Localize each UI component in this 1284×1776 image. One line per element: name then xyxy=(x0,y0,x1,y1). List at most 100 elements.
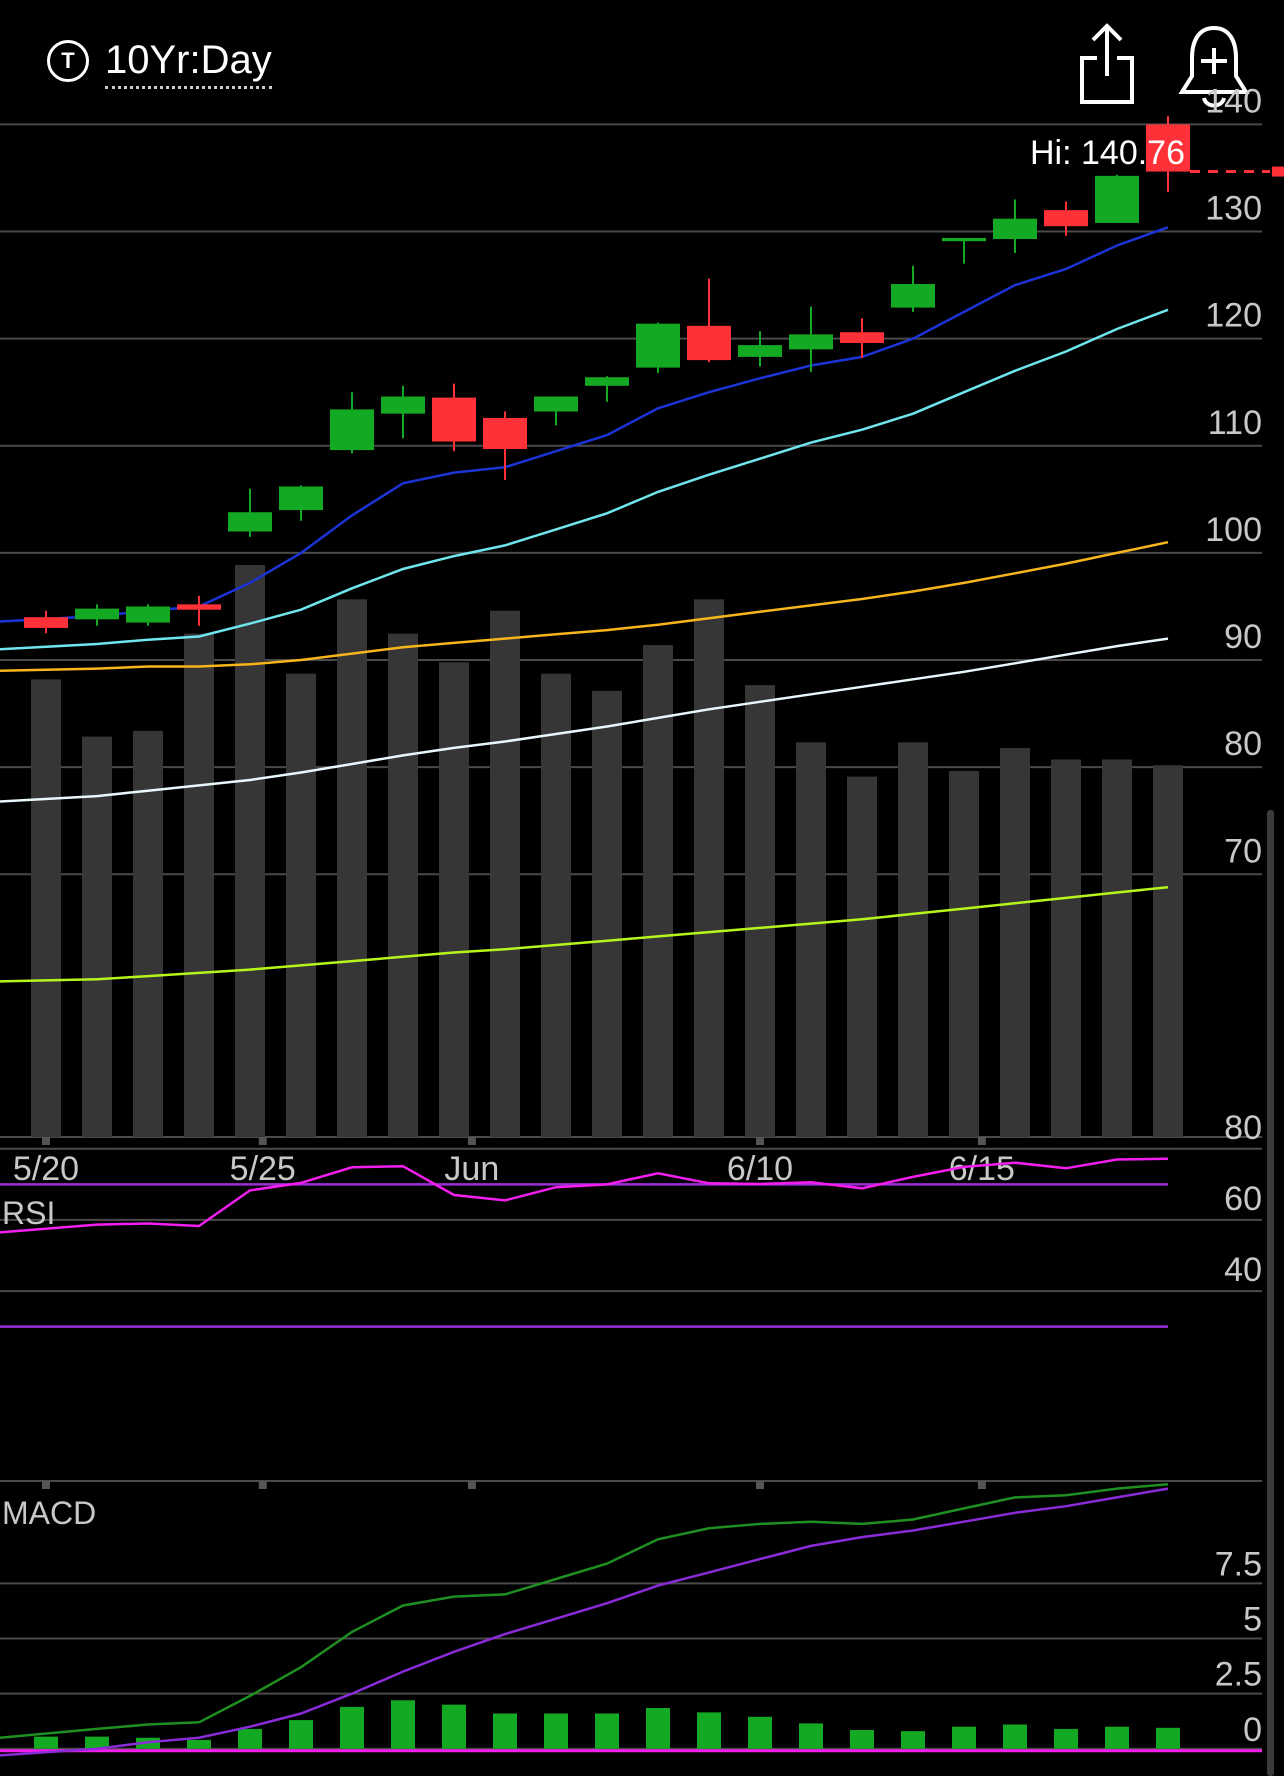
date-tick-mark xyxy=(258,1137,267,1145)
candle-body xyxy=(126,606,170,623)
macd-histogram-bar xyxy=(187,1739,211,1749)
candle-body xyxy=(1146,124,1190,172)
macd-histogram-bar xyxy=(697,1712,721,1749)
volume-bar xyxy=(949,770,979,1137)
candle-body xyxy=(1095,175,1139,223)
macd-histogram-bar xyxy=(1054,1728,1078,1749)
macd-tick-label: 7.5 xyxy=(1215,1545,1262,1583)
candle-body xyxy=(228,512,272,532)
macd-histogram-bar xyxy=(1003,1724,1027,1749)
volume-bar xyxy=(82,736,112,1137)
price-tick-label: 110 xyxy=(1208,404,1262,442)
macd-panel-label: MACD xyxy=(2,1495,96,1531)
volume-bar xyxy=(184,633,214,1137)
volume-bar xyxy=(745,685,775,1137)
volume-bar xyxy=(796,742,826,1137)
macd-histogram-bar xyxy=(493,1713,517,1749)
price-tick-label: 80 xyxy=(1224,725,1262,763)
candle-body xyxy=(330,409,374,451)
share-button[interactable] xyxy=(1065,20,1149,110)
moving-average-line-ma5 xyxy=(0,885,1169,983)
volume-bar xyxy=(337,599,367,1137)
candle-body xyxy=(840,332,884,343)
rsi-date-tick-mark xyxy=(42,1481,50,1489)
volume-bar xyxy=(286,673,316,1137)
volume-bar xyxy=(898,742,928,1137)
macd-histogram-bar xyxy=(850,1730,874,1749)
price-tick-label: 90 xyxy=(1224,618,1262,656)
candle-body xyxy=(24,617,68,628)
chart-title[interactable]: 10Yr:Day xyxy=(105,36,272,89)
last-price-marker xyxy=(1272,166,1284,177)
symbol-type-icon[interactable]: T xyxy=(47,40,89,82)
macd-tick-label: 2.5 xyxy=(1215,1656,1262,1694)
volume-bar xyxy=(1102,759,1132,1137)
date-tick-label: 6/15 xyxy=(949,1150,1015,1188)
rsi-panel-label: RSI xyxy=(2,1195,55,1231)
macd-line xyxy=(0,1482,1169,1739)
date-tick-mark xyxy=(42,1137,50,1145)
volume-bar xyxy=(388,633,418,1137)
macd-tick-label: 5 xyxy=(1243,1601,1262,1639)
volume-bar xyxy=(490,610,520,1137)
volume-bar xyxy=(31,679,61,1137)
moving-average-line-ma1 xyxy=(0,226,1169,623)
volume-bar xyxy=(847,776,877,1137)
rsi-date-tick-mark xyxy=(977,1481,986,1489)
macd-histogram-bar xyxy=(748,1716,772,1749)
candle-body xyxy=(585,377,629,386)
moving-average-line-ma3 xyxy=(0,540,1169,673)
price-tick-label: 120 xyxy=(1205,297,1262,335)
rsi-tick-label: 60 xyxy=(1224,1180,1262,1218)
date-tick-label: 5/20 xyxy=(13,1150,79,1188)
date-tick-label: 6/10 xyxy=(727,1150,793,1188)
macd-histogram-bar xyxy=(391,1700,415,1749)
volume-bar xyxy=(1051,759,1081,1137)
price-tick-label: 100 xyxy=(1205,511,1262,549)
date-tick-label: 5/25 xyxy=(230,1150,296,1188)
volume-bar xyxy=(1153,765,1183,1137)
macd-histogram-bar xyxy=(340,1706,364,1749)
rsi-date-tick-mark xyxy=(467,1481,476,1489)
moving-average-line-ma2 xyxy=(0,308,1169,651)
candle-body xyxy=(279,486,323,511)
candle-body xyxy=(687,325,731,361)
add-alert-button[interactable] xyxy=(1172,20,1256,110)
candle-body xyxy=(483,417,527,450)
candle-body xyxy=(789,334,833,350)
rsi-tick-label: 40 xyxy=(1224,1251,1262,1289)
volume-bar xyxy=(592,690,622,1137)
candle-body xyxy=(993,218,1037,240)
volume-bar xyxy=(541,673,571,1137)
candle-body xyxy=(177,604,221,610)
macd-histogram-bar xyxy=(952,1726,976,1749)
volume-bar xyxy=(439,662,469,1137)
macd-histogram-bar xyxy=(442,1704,466,1749)
macd-histogram-bar xyxy=(85,1736,109,1749)
share-icon xyxy=(1080,23,1134,104)
volume-bar xyxy=(133,730,163,1137)
price-tick-label: 140 xyxy=(1205,82,1262,120)
candle-body xyxy=(381,396,425,414)
moving-average-line-ma4 xyxy=(0,637,1169,803)
macd-tick-label: 0 xyxy=(1243,1711,1262,1749)
macd-histogram-bar xyxy=(1156,1727,1180,1749)
macd-histogram-bar xyxy=(901,1731,925,1749)
macd-signal-line xyxy=(0,1487,1169,1757)
macd-histogram-bar xyxy=(544,1713,568,1749)
macd-histogram-bar xyxy=(799,1723,823,1749)
candle-body xyxy=(942,237,986,242)
date-tick-label: Jun xyxy=(444,1150,499,1188)
macd-histogram-bar xyxy=(289,1720,313,1749)
macd-histogram-bar xyxy=(238,1728,262,1749)
bell-plus-icon xyxy=(1178,25,1250,108)
rsi-line xyxy=(0,1157,1169,1234)
candle-body xyxy=(891,284,935,308)
price-tick-label: 70 xyxy=(1224,832,1262,870)
candle-body xyxy=(432,397,476,442)
scrollbar[interactable] xyxy=(1267,810,1274,1776)
macd-histogram-bar xyxy=(1105,1726,1129,1749)
candle-body xyxy=(1044,210,1088,227)
volume-bar xyxy=(694,599,724,1137)
